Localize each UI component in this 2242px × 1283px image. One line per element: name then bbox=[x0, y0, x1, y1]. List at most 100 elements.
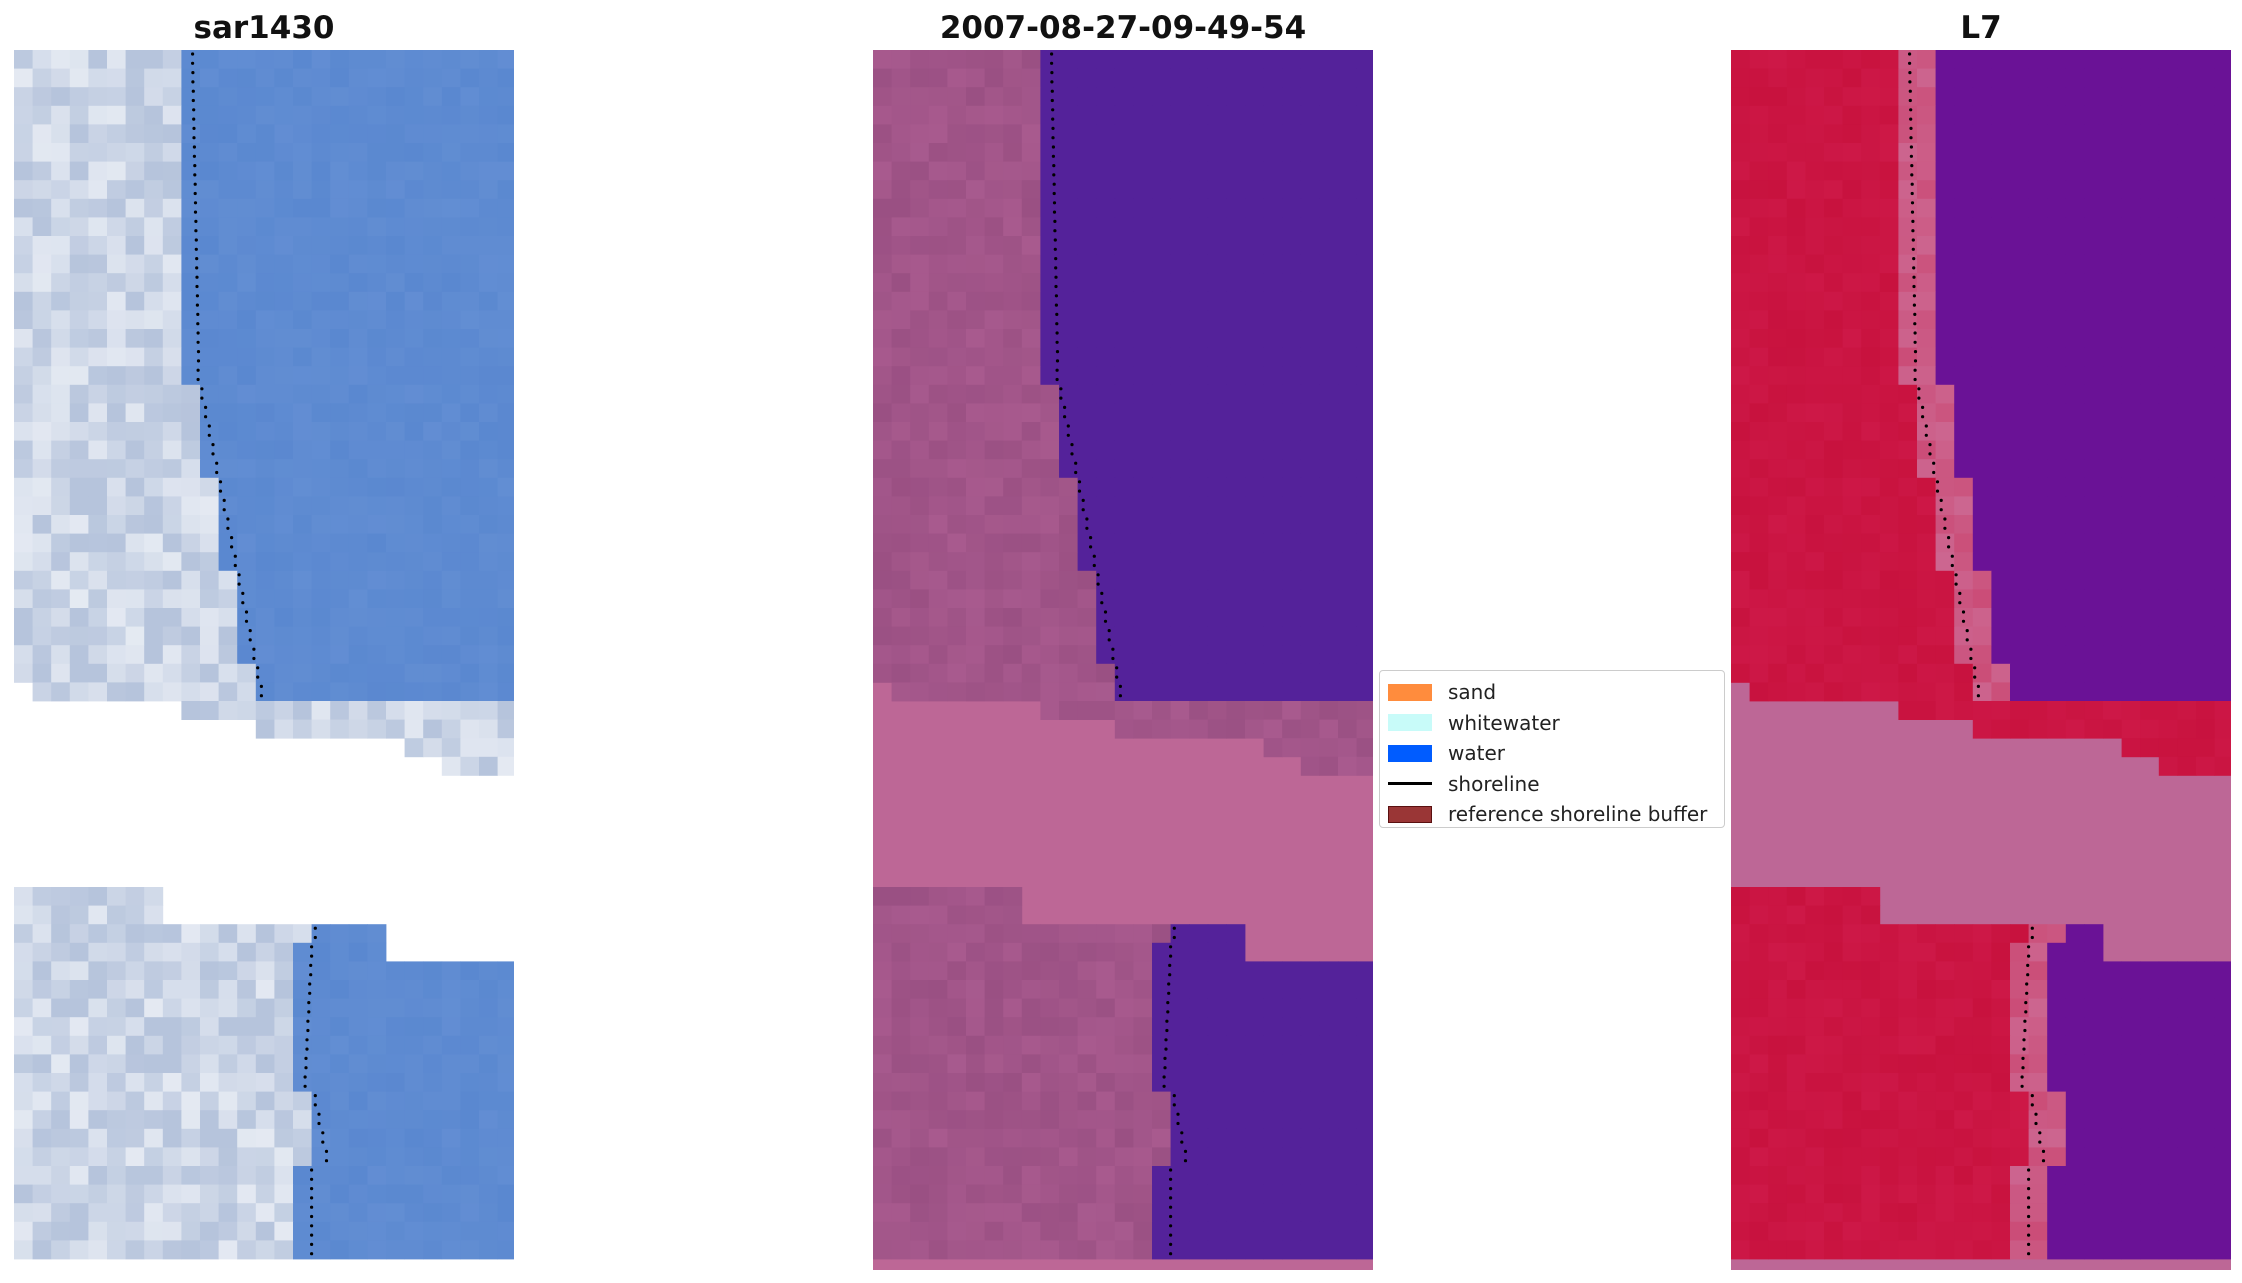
raster-pixel bbox=[51, 998, 71, 1018]
raster-pixel bbox=[1356, 347, 1373, 367]
raster-pixel bbox=[1040, 701, 1060, 720]
raster-pixel bbox=[1133, 645, 1153, 665]
raster-pixel bbox=[873, 329, 892, 348]
raster-pixel bbox=[1021, 217, 1041, 237]
raster-pixel bbox=[1842, 477, 1862, 497]
raster-pixel bbox=[1059, 291, 1078, 311]
raster-pixel bbox=[2010, 496, 2029, 516]
raster-pixel bbox=[2065, 180, 2085, 200]
raster-pixel bbox=[1917, 1110, 1936, 1130]
raster-pixel bbox=[1731, 1203, 1750, 1223]
raster-pixel bbox=[873, 440, 892, 460]
raster-pixel bbox=[1805, 254, 1825, 274]
shoreline-point bbox=[196, 340, 200, 344]
raster-pixel bbox=[1189, 459, 1209, 479]
raster-pixel bbox=[1059, 552, 1078, 572]
raster-pixel bbox=[2065, 961, 2085, 981]
raster-pixel bbox=[367, 496, 387, 516]
raster-pixel bbox=[218, 198, 238, 218]
shoreline-point bbox=[1908, 52, 1912, 56]
raster-pixel bbox=[1319, 1240, 1339, 1260]
raster-pixel bbox=[1805, 124, 1825, 144]
raster-pixel bbox=[51, 440, 71, 460]
raster-pixel bbox=[2158, 384, 2178, 404]
raster-pixel bbox=[1300, 291, 1320, 311]
raster-pixel bbox=[2047, 924, 2067, 944]
raster-pixel bbox=[2103, 1203, 2122, 1223]
raster-pixel bbox=[2047, 496, 2067, 516]
raster-pixel bbox=[1879, 68, 1899, 88]
raster-pixel bbox=[1786, 552, 1806, 572]
raster-pixel bbox=[423, 254, 443, 274]
shoreline-point bbox=[310, 1177, 314, 1181]
raster-pixel bbox=[2028, 236, 2048, 255]
raster-pixel bbox=[1170, 254, 1190, 274]
raster-pixel bbox=[1731, 905, 1750, 925]
raster-pixel bbox=[200, 552, 219, 572]
raster-pixel bbox=[966, 384, 985, 404]
raster-pixel bbox=[293, 1184, 312, 1204]
raster-pixel bbox=[311, 701, 331, 720]
shoreline-point bbox=[1954, 582, 1958, 586]
raster-pixel bbox=[51, 1203, 71, 1223]
raster-pixel bbox=[274, 1147, 294, 1167]
raster-pixel bbox=[200, 589, 219, 609]
raster-pixel bbox=[107, 236, 126, 255]
raster-pixel bbox=[69, 645, 89, 665]
raster-pixel bbox=[1003, 124, 1023, 144]
raster-pixel bbox=[2196, 1035, 2215, 1055]
raster-pixel bbox=[274, 682, 294, 702]
raster-pixel bbox=[51, 459, 71, 479]
raster-pixel bbox=[367, 50, 387, 69]
raster-pixel bbox=[1282, 477, 1302, 497]
raster-pixel bbox=[2028, 254, 2048, 274]
raster-pixel bbox=[1003, 663, 1023, 683]
raster-pixel bbox=[69, 1147, 89, 1167]
raster-pixel bbox=[2065, 645, 2085, 665]
raster-pixel bbox=[2214, 440, 2231, 460]
raster-pixel bbox=[1245, 366, 1264, 386]
raster-pixel bbox=[479, 347, 498, 367]
raster-pixel bbox=[69, 384, 89, 404]
raster-pixel bbox=[237, 68, 257, 88]
raster-pixel bbox=[1879, 496, 1899, 516]
raster-pixel bbox=[891, 105, 911, 125]
raster-pixel bbox=[2010, 998, 2029, 1018]
raster-pixel bbox=[237, 1203, 257, 1223]
raster-pixel bbox=[200, 1240, 219, 1260]
raster-pixel bbox=[1991, 254, 2011, 274]
raster-pixel bbox=[1731, 1035, 1750, 1055]
raster-pixel bbox=[1207, 1203, 1227, 1223]
raster-pixel bbox=[330, 608, 350, 627]
raster-pixel bbox=[1879, 1091, 1899, 1111]
raster-pixel bbox=[2010, 217, 2029, 237]
raster-pixel bbox=[1786, 50, 1806, 69]
raster-pixel bbox=[88, 329, 108, 348]
raster-pixel bbox=[1731, 347, 1750, 367]
raster-pixel bbox=[237, 552, 257, 572]
raster-pixel bbox=[1059, 124, 1078, 144]
raster-pixel bbox=[2121, 124, 2141, 144]
raster-pixel bbox=[32, 403, 52, 423]
raster-pixel bbox=[2103, 161, 2122, 181]
raster-pixel bbox=[984, 552, 1004, 572]
raster-pixel bbox=[1226, 422, 1246, 441]
raster-pixel bbox=[107, 291, 126, 311]
raster-pixel bbox=[1114, 942, 1134, 962]
raster-pixel bbox=[69, 1035, 89, 1055]
raster-pixel bbox=[873, 980, 892, 999]
raster-pixel bbox=[1059, 980, 1078, 999]
raster-pixel bbox=[107, 1017, 126, 1037]
raster-pixel bbox=[1824, 384, 1843, 404]
raster-pixel bbox=[1768, 1184, 1788, 1204]
raster-pixel bbox=[2010, 50, 2029, 69]
raster-pixel bbox=[69, 180, 89, 200]
raster-pixel bbox=[1879, 645, 1899, 665]
raster-pixel bbox=[107, 1240, 126, 1260]
raster-pixel bbox=[891, 161, 911, 181]
raster-pixel bbox=[1059, 1073, 1078, 1092]
raster-pixel bbox=[1059, 515, 1078, 534]
raster-pixel bbox=[1263, 87, 1283, 107]
raster-pixel bbox=[1749, 942, 1769, 962]
raster-pixel bbox=[1021, 608, 1041, 627]
